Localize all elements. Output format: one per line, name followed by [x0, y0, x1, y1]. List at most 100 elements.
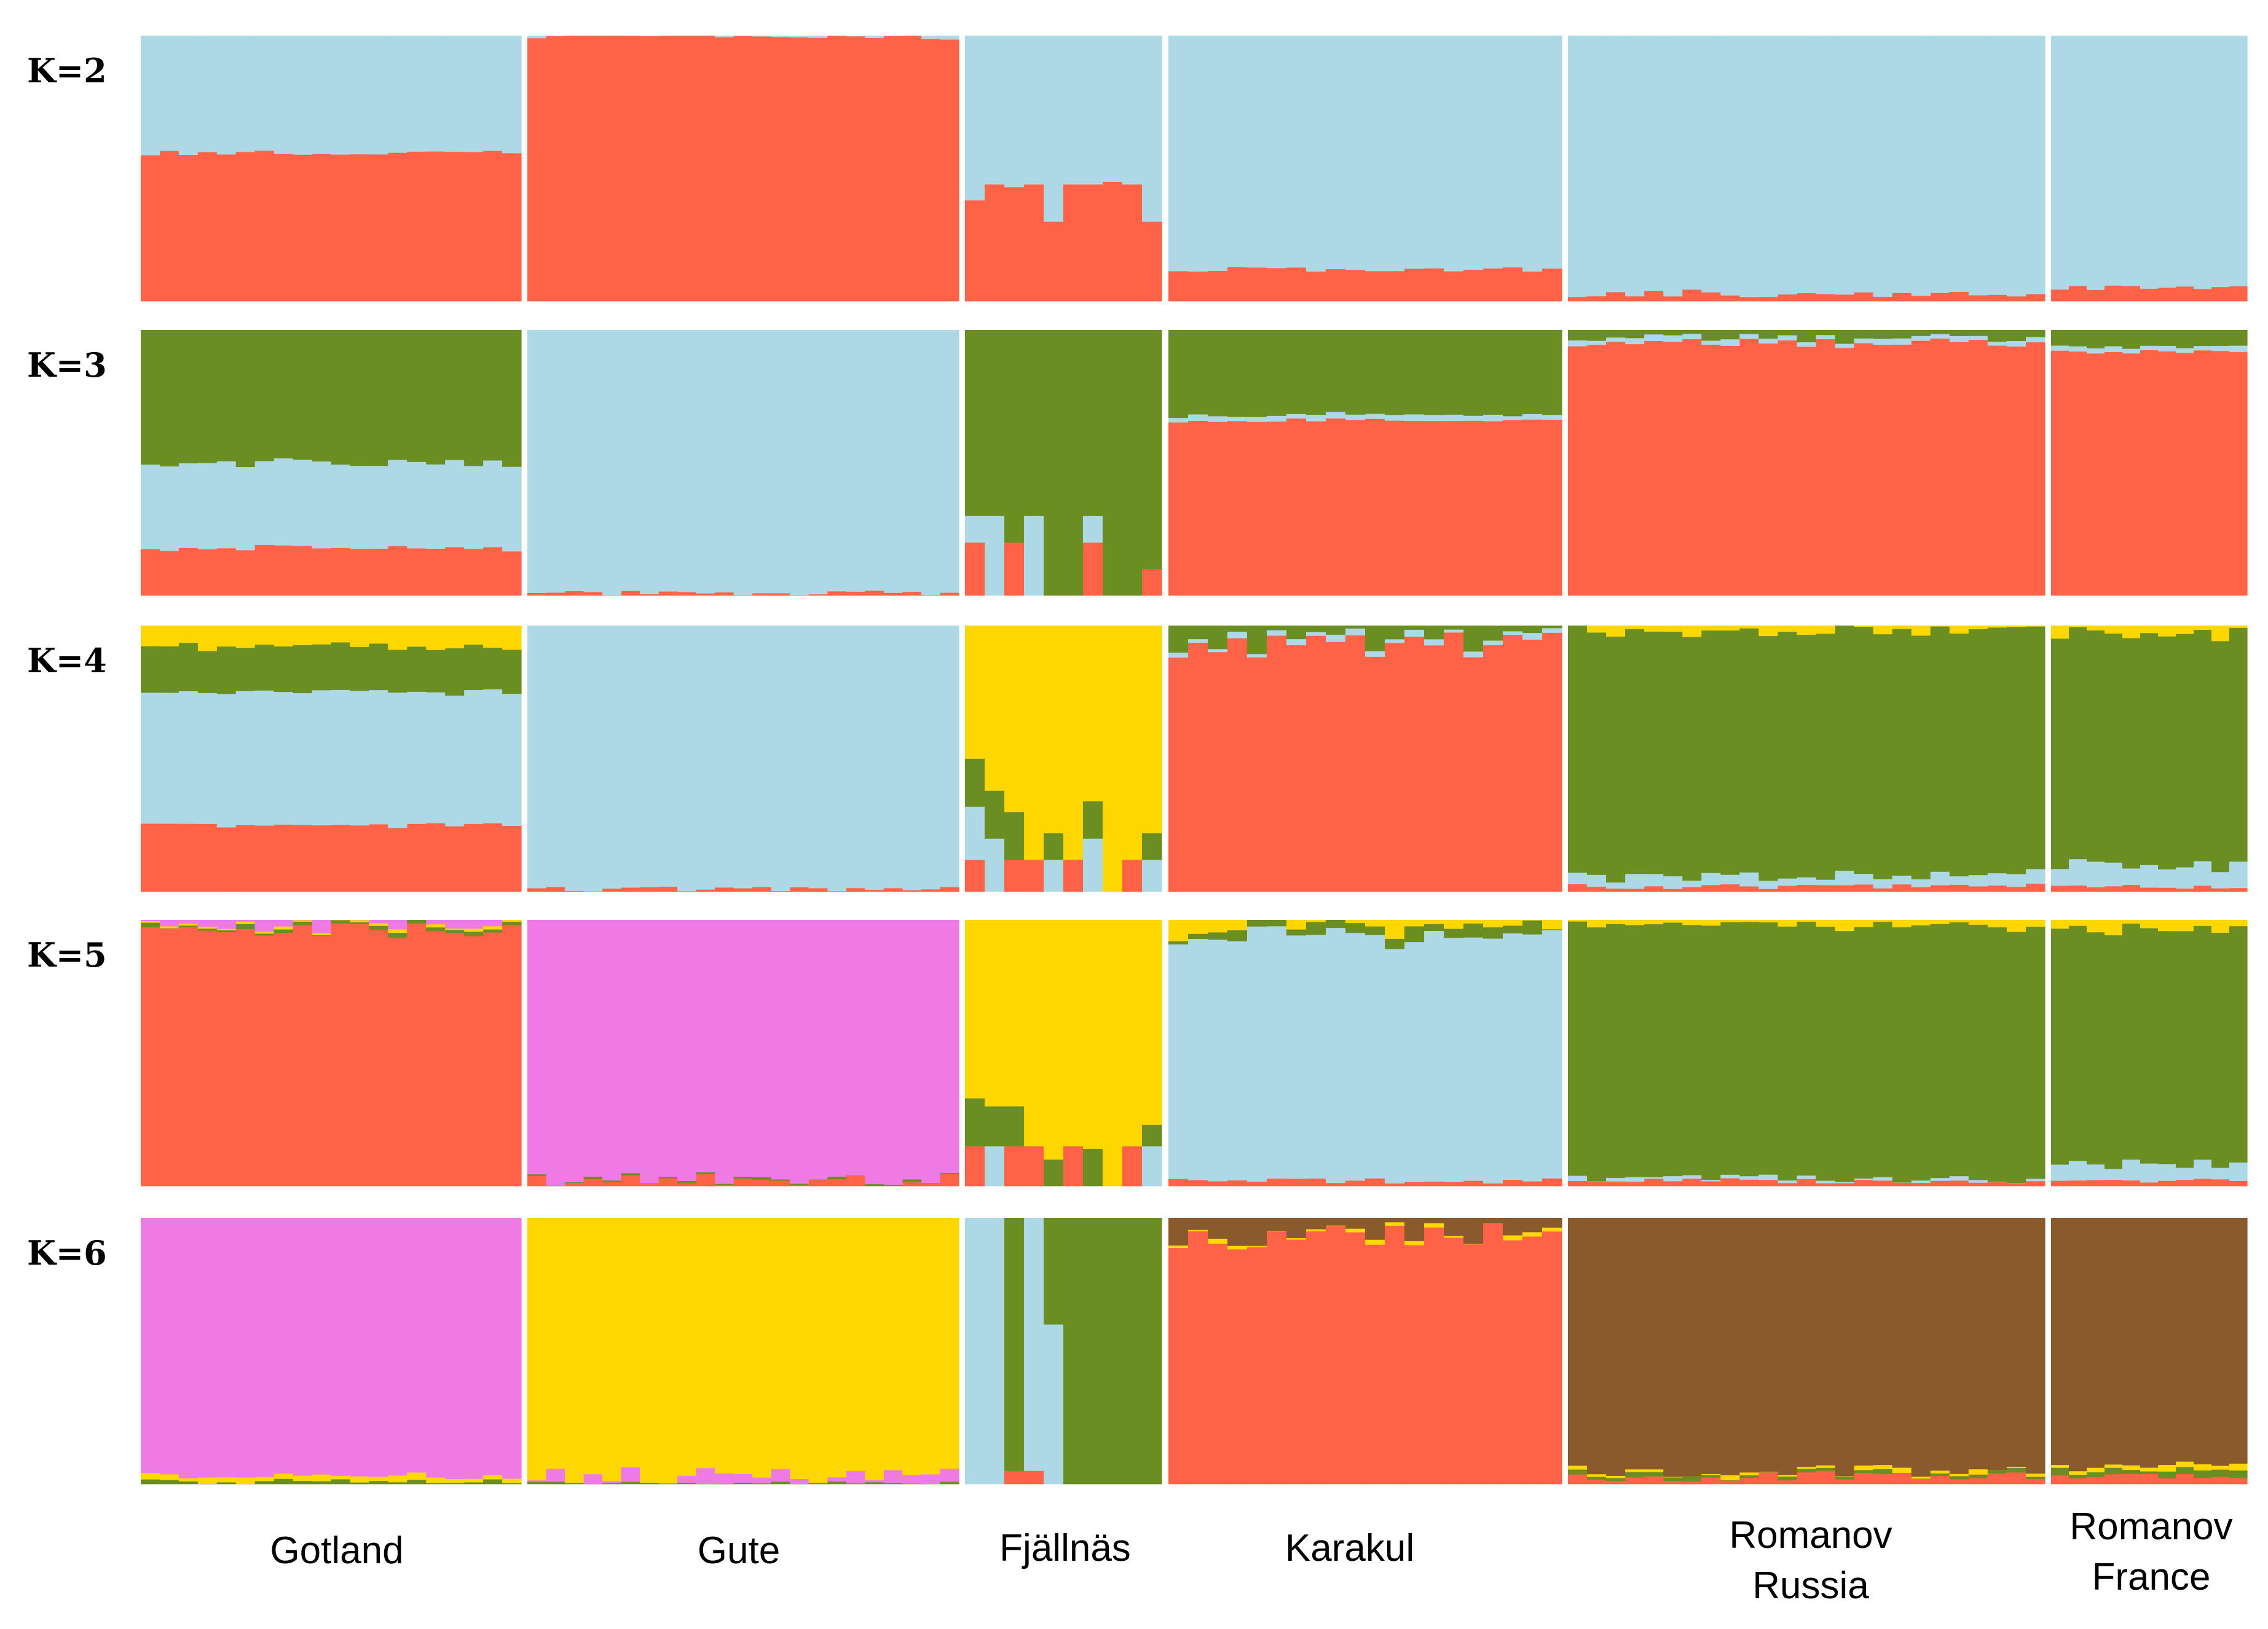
- bar-segment: [1682, 887, 1702, 892]
- bar-segment: [1587, 330, 1607, 341]
- bar-segment: [527, 1176, 547, 1187]
- bar-segment: [1542, 419, 1562, 596]
- bar-segment: [1267, 1231, 1287, 1485]
- bar-segment: [1644, 873, 1664, 887]
- bar-segment: [1404, 1218, 1425, 1241]
- bar-segment: [1797, 921, 1817, 1176]
- bar-segment: [159, 920, 179, 927]
- bar-segment: [1968, 1218, 1988, 1470]
- bar-segment: [1444, 938, 1464, 1182]
- bar-segment: [216, 626, 237, 647]
- bar-segment: [1503, 1235, 1523, 1241]
- bar-segment: [1404, 1245, 1425, 1485]
- bar-segment: [1483, 1223, 1503, 1485]
- bar-segment: [445, 826, 465, 892]
- bar-segment: [752, 36, 772, 302]
- bar-segment: [1892, 338, 1912, 345]
- bar-segment: [640, 1482, 660, 1485]
- bar-segment: [1816, 1183, 1836, 1187]
- bar-segment: [1968, 629, 1988, 876]
- bar-segment: [546, 1185, 565, 1187]
- bar-segment: [178, 823, 199, 892]
- bar-segment: [312, 1218, 332, 1475]
- bar-segment: [2229, 627, 2248, 862]
- bar-segment: [159, 646, 179, 693]
- bar-segment: [1816, 334, 1836, 340]
- bar-segment: [1873, 1464, 1893, 1469]
- bar-segment: [1663, 920, 1683, 923]
- bar-segment: [752, 887, 772, 892]
- bar-segment: [1522, 1218, 1543, 1233]
- bar-segment: [846, 591, 865, 596]
- bar-segment: [1644, 36, 1664, 291]
- bar-segment: [1208, 626, 1228, 650]
- bar-segment: [1606, 920, 1626, 924]
- bar-segment: [902, 330, 922, 592]
- bar-segment: [2122, 353, 2141, 596]
- bar-segment: [846, 887, 865, 892]
- bar-segment: [715, 1483, 734, 1485]
- bar-segment: [2176, 867, 2194, 889]
- population-label: Fjällnäs: [942, 1529, 1188, 1568]
- bar-segment: [1424, 1218, 1444, 1223]
- bar-segment: [216, 693, 237, 828]
- bar-segment: [1587, 36, 1607, 297]
- bar-segment: [771, 890, 790, 892]
- bar-segment: [1306, 330, 1326, 415]
- bar-segment: [1778, 335, 1798, 341]
- bar-segment: [274, 458, 294, 546]
- bar-segment: [1365, 418, 1385, 596]
- bar-segment: [2025, 920, 2046, 927]
- bar-segment: [1816, 920, 1836, 927]
- bar-segment: [808, 1179, 828, 1187]
- bar-segment: [1345, 1218, 1366, 1229]
- bar-segment: [2087, 920, 2105, 933]
- bar-segment: [1345, 635, 1366, 892]
- bar-segment: [2006, 1467, 2026, 1473]
- bar-segment: [1522, 1236, 1543, 1485]
- bar-segment: [2006, 36, 2026, 297]
- bar-segment: [1968, 626, 1988, 630]
- bar-segment: [2025, 927, 2046, 1179]
- bar-segment: [2122, 348, 2141, 354]
- bar-segment: [159, 551, 179, 596]
- k-label: K=3: [27, 345, 107, 385]
- bar-segment: [1987, 1469, 2007, 1474]
- bar-segment: [369, 643, 388, 691]
- bar-segment: [1778, 1474, 1798, 1477]
- bar-segment: [1968, 339, 1988, 596]
- bar-segment: [2087, 1179, 2105, 1187]
- bar-segment: [1987, 36, 2007, 295]
- bar-segment: [865, 330, 884, 591]
- bar-segment: [1930, 626, 1950, 627]
- bar-segment: [1854, 1465, 1874, 1470]
- bar-segment: [1930, 1177, 1950, 1181]
- bar-segment: [1503, 267, 1523, 302]
- bar-segment: [1365, 656, 1385, 892]
- bar-segment: [464, 1482, 484, 1485]
- bar-segment: [1968, 886, 1988, 892]
- bar-segment: [141, 1218, 160, 1474]
- bar-segment: [1444, 928, 1464, 938]
- bar-segment: [1663, 342, 1683, 596]
- bar-segment: [902, 920, 922, 1180]
- bar-segment: [388, 1482, 408, 1485]
- bar-segment: [1083, 542, 1103, 596]
- bar-segment: [1911, 36, 1931, 296]
- bar-segment: [985, 920, 1005, 1107]
- bar-segment: [2122, 1465, 2141, 1470]
- bar-segment: [771, 1218, 790, 1469]
- bar-segment: [602, 36, 622, 302]
- bar-segment: [902, 890, 922, 892]
- bar-segment: [640, 594, 660, 596]
- bar-segment: [1778, 920, 1798, 927]
- bar-segment: [2194, 861, 2212, 886]
- bar-segment: [1142, 1125, 1162, 1147]
- bar-segment: [1720, 345, 1740, 596]
- bar-segment: [1930, 338, 1950, 596]
- bar-segment: [1024, 516, 1044, 596]
- bar-segment: [1188, 36, 1208, 272]
- bar-segment: [2229, 330, 2248, 346]
- bar-segment: [1188, 933, 1208, 940]
- bar-segment: [1568, 296, 1588, 302]
